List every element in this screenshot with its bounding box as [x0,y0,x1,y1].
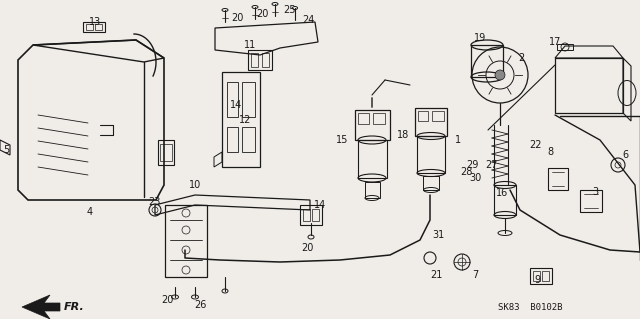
Text: 3: 3 [592,187,598,197]
Text: 23: 23 [148,197,160,207]
Text: 6: 6 [622,150,628,160]
Text: 25: 25 [284,5,296,15]
Text: 20: 20 [256,9,268,19]
Text: SK83  B0102B: SK83 B0102B [498,303,563,313]
Text: 20: 20 [231,13,243,23]
Text: 20: 20 [301,243,313,253]
Text: 30: 30 [469,173,481,183]
Text: 14: 14 [230,100,242,110]
Text: 31: 31 [432,230,444,240]
Text: 16: 16 [496,188,508,198]
Text: 12: 12 [239,115,251,125]
Text: 13: 13 [89,17,101,27]
Text: 2: 2 [518,53,524,63]
Text: 9: 9 [534,275,540,285]
Text: FR.: FR. [64,302,84,312]
Text: 21: 21 [430,270,442,280]
Text: 26: 26 [194,300,206,310]
Text: 20: 20 [161,295,173,305]
Text: 29: 29 [466,160,478,170]
Text: 17: 17 [549,37,561,47]
Text: 5: 5 [3,145,9,155]
Text: 22: 22 [530,140,542,150]
Text: 10: 10 [189,180,201,190]
Text: 11: 11 [244,40,256,50]
Text: 14: 14 [314,200,326,210]
Text: 24: 24 [302,15,314,25]
Text: 15: 15 [336,135,348,145]
Circle shape [495,70,505,80]
Text: 8: 8 [547,147,553,157]
Text: 18: 18 [397,130,409,140]
Text: 27: 27 [484,160,497,170]
Text: 4: 4 [87,207,93,217]
Text: 7: 7 [472,270,478,280]
Text: 28: 28 [460,167,472,177]
Text: 19: 19 [474,33,486,43]
Text: 1: 1 [455,135,461,145]
Polygon shape [22,295,60,319]
